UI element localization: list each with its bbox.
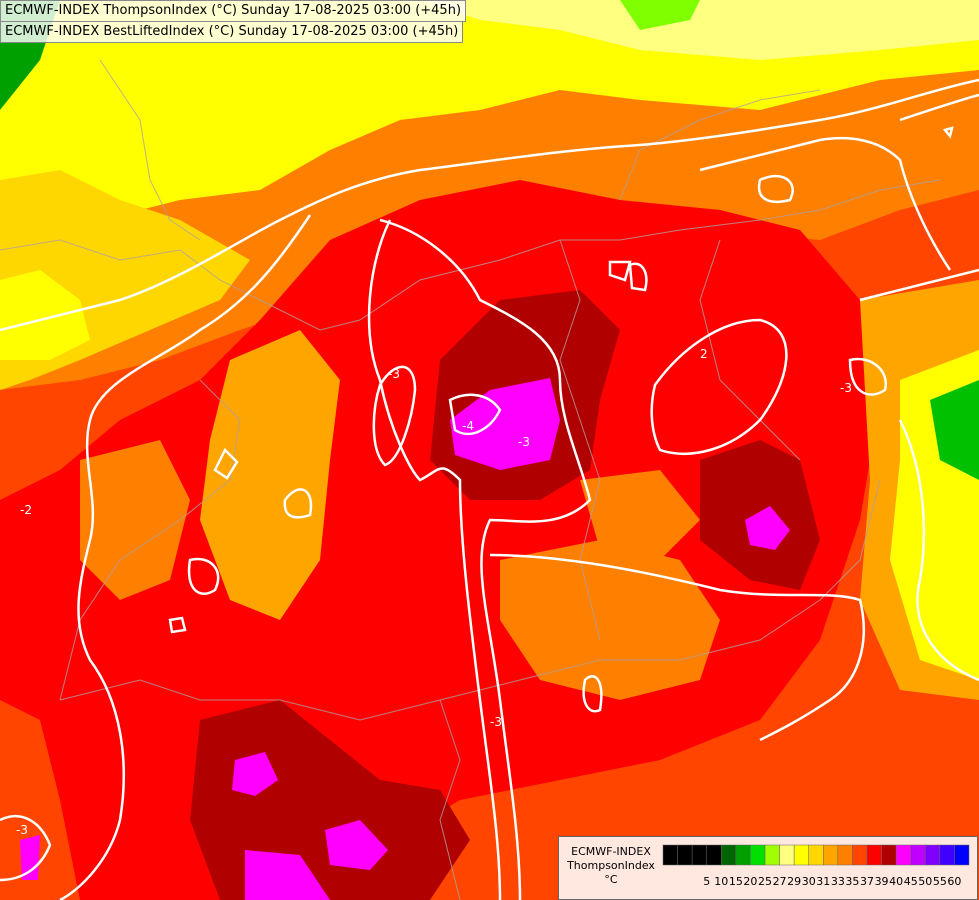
legend-swatch: [925, 844, 941, 866]
legend-tick-label: 5: [703, 875, 710, 888]
legend-swatch: [750, 844, 766, 866]
legend-tick-label: 45: [904, 875, 918, 888]
legend-tick-label: 30: [802, 875, 816, 888]
header-thompson-index: ECMWF-INDEX ThompsonIndex (°C) Sunday 17…: [0, 0, 467, 22]
legend-swatch: [910, 844, 926, 866]
legend-swatch: [866, 844, 882, 866]
contour-label: -3: [490, 715, 502, 729]
legend-swatch: [808, 844, 824, 866]
legend-tick-label: 50: [918, 875, 932, 888]
legend-tick-label: 20: [743, 875, 757, 888]
contour-label: -3: [16, 823, 28, 837]
orange-region-center-east: [580, 470, 700, 560]
legend-tick-label: 29: [787, 875, 801, 888]
legend-tick-label: 15: [729, 875, 743, 888]
legend-tick-label: 40: [889, 875, 903, 888]
legend-tick-label: 60: [947, 875, 961, 888]
contour-label: -2: [20, 503, 32, 517]
orange-region-west-central: [200, 330, 340, 620]
legend-tick-label: 55: [933, 875, 947, 888]
contour-labels: -3 -4 -2 -3 2 -3 -3 -3: [16, 347, 852, 837]
magenta-region-east: [745, 506, 790, 550]
contour-label: -4: [462, 419, 474, 433]
legend-swatch: [954, 844, 970, 866]
color-legend: ECMWF-INDEX ThompsonIndex °C 5 10 15 20 25 27…: [558, 836, 978, 900]
legend-source: ECMWF-INDEX: [571, 845, 651, 858]
legend-tick-label: 39: [875, 875, 889, 888]
lifted-index-contours: [0, 78, 979, 900]
header-best-lifted-index: ECMWF-INDEX BestLiftedIndex (°C) Sunday …: [0, 21, 464, 43]
legend-tick-label: 33: [831, 875, 845, 888]
legend-swatch: [721, 844, 737, 866]
orange-region-west-2: [80, 440, 190, 600]
legend-swatch: [939, 844, 955, 866]
legend-colorbar: 5 10 15 20 25 27 29 30 31 33 35 37 39 40 45 50 55 60: [662, 844, 970, 888]
legend-tick-label: 35: [845, 875, 859, 888]
legend-variable: ThompsonIndex: [567, 859, 655, 872]
magenta-region-southwest: [20, 835, 40, 880]
legend-tick-label: 25: [758, 875, 772, 888]
contour-label: -3: [518, 435, 530, 449]
legend-swatch: [735, 844, 751, 866]
legend-swatch: [706, 844, 722, 866]
legend-swatch: [779, 844, 795, 866]
magenta-region-central: [450, 378, 560, 470]
magenta-region-south-2: [325, 820, 388, 870]
legend-swatch: [691, 844, 707, 866]
legend-tick-label: 27: [773, 875, 787, 888]
contour-label: -3: [388, 367, 400, 381]
green-region-northeast: [620, 0, 700, 30]
legend-swatch: [793, 844, 809, 866]
green-region-east: [930, 380, 979, 480]
legend-tick-label: 37: [860, 875, 874, 888]
magenta-region-south-1: [232, 752, 278, 796]
legend-title: ECMWF-INDEX ThompsonIndex °C: [563, 845, 659, 887]
legend-swatch: [837, 844, 853, 866]
magenta-region-south-3: [245, 850, 330, 900]
legend-swatch: [764, 844, 780, 866]
legend-tick-label: 10: [714, 875, 728, 888]
legend-swatch: [677, 844, 693, 866]
legend-tick-label: 31: [816, 875, 830, 888]
yellow-region-north: [0, 0, 979, 260]
contour-label: 2: [700, 347, 708, 361]
lightyellow-region-north: [420, 0, 979, 60]
legend-swatch: [881, 844, 897, 866]
yellow-region-west: [0, 270, 90, 360]
contour-label: -3: [840, 381, 852, 395]
legend-swatch: [895, 844, 911, 866]
legend-swatch: [852, 844, 868, 866]
legend-unit: °C: [604, 873, 618, 886]
darkred-region-south: [190, 700, 470, 900]
legend-swatch: [662, 844, 678, 866]
legend-swatch: [823, 844, 839, 866]
